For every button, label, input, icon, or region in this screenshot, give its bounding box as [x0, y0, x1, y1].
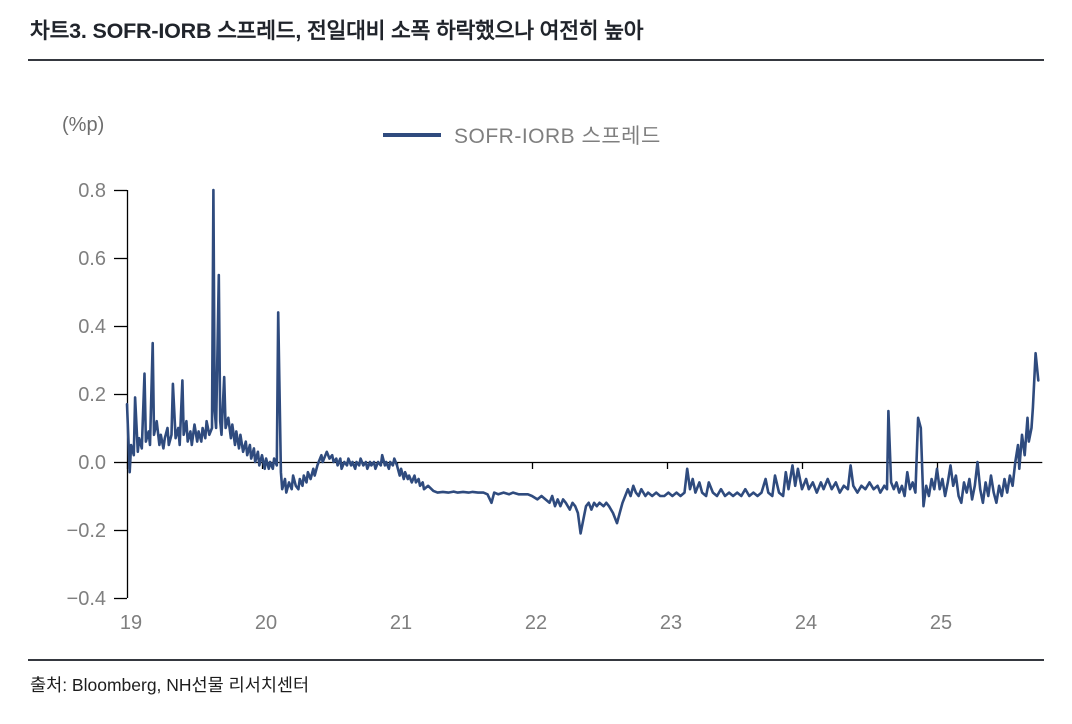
- y-axis-tick-label: 0.4: [78, 316, 106, 338]
- y-axis-tick-label: 0.6: [78, 248, 106, 270]
- source-text: 출처: Bloomberg, NH선물 리서치센터: [30, 675, 310, 695]
- y-axis-tick-label: 0.8: [78, 180, 106, 202]
- title-divider: [28, 59, 1044, 61]
- x-axis-tick-label: 20: [255, 612, 277, 634]
- x-axis-tick-label: 19: [120, 612, 142, 634]
- y-axis-unit-label: (%p): [62, 114, 105, 136]
- y-axis-tick-label: 0.2: [78, 384, 106, 406]
- x-axis-tick-label: 25: [930, 612, 952, 634]
- legend-series-label: SOFR-IORB 스프레드: [454, 125, 661, 148]
- x-axis-tick-label: 24: [795, 612, 817, 634]
- y-axis-tick-label: 0.0: [78, 452, 106, 474]
- chart-legend: SOFR-IORB 스프레드: [383, 120, 661, 150]
- footer-divider: [28, 659, 1044, 661]
- legend-line-swatch-icon: [383, 133, 441, 137]
- y-axis-tick-label: −0.2: [67, 520, 106, 542]
- series-line: [125, 188, 1040, 535]
- x-axis-tick-label: 23: [660, 612, 682, 634]
- chart-title: 차트3. SOFR-IORB 스프레드, 전일대비 소폭 하락했으나 여전히 높…: [30, 19, 644, 43]
- x-axis-tick-label: 21: [390, 612, 412, 634]
- y-axis-tick-label: −0.4: [67, 588, 106, 610]
- x-axis-tick-label: 22: [525, 612, 547, 634]
